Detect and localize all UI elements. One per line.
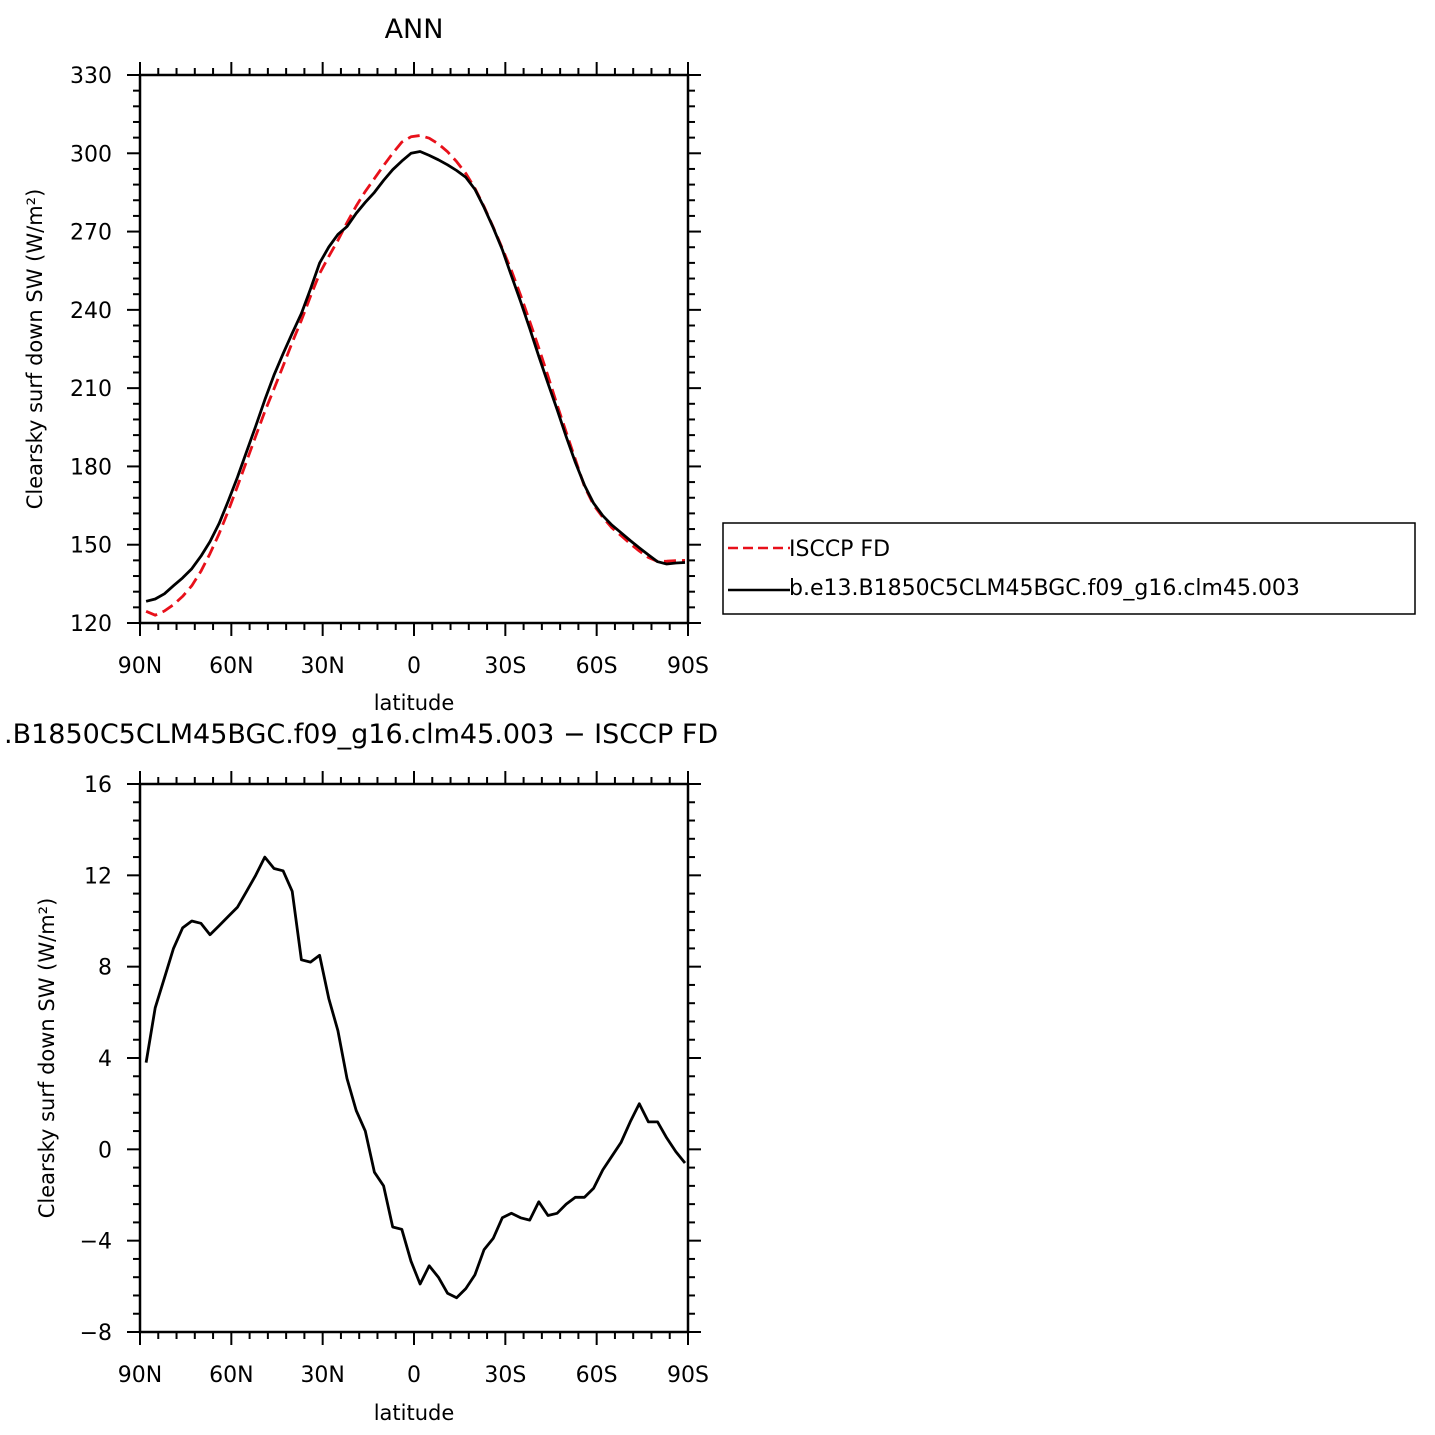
bottom-line-chart: .B1850C5CLM45BGC.f09_g16.clm45.003 − ISC… xyxy=(4,719,718,1425)
bottom-y-tick-label: −8 xyxy=(80,1321,112,1346)
bottom-series-line-0 xyxy=(144,855,687,1300)
bottom-x-tick-label: 90N xyxy=(118,1363,162,1388)
bottom-y-axis-label: Clearsky surf down SW (W/m²) xyxy=(35,898,59,1219)
legend-entry-isccp: ISCCP FD xyxy=(789,537,890,562)
bottom-y-tick-label: 12 xyxy=(84,864,112,889)
bottom-y-tick-label: 4 xyxy=(98,1047,112,1072)
top-series-line-1 xyxy=(145,150,686,603)
bottom-x-axis-label: latitude xyxy=(374,1401,455,1425)
top-chart-tick-labels: 90N 60N 30N 0 30S 60S 90S 120 150 180 210 240 270 300… xyxy=(70,64,709,679)
legend-box xyxy=(722,522,1416,615)
top-y-tick-label: 270 xyxy=(70,221,112,246)
top-line-chart: ANN 90N 60N 30N 0 30S 60S 90S 120 150 180 210 240 27… xyxy=(23,14,709,715)
top-x-tick-label: 60S xyxy=(576,654,618,679)
bottom-x-tick-label: 90S xyxy=(667,1363,709,1388)
bottom-y-tick-label: 16 xyxy=(84,773,112,798)
bottom-x-tick-label: 60N xyxy=(209,1363,253,1388)
bottom-plot-frame xyxy=(138,782,690,1334)
bottom-y-tick-label: −4 xyxy=(80,1230,112,1255)
top-y-tick-label: 300 xyxy=(70,142,112,167)
legend-entry-model: b.e13.B1850C5CLM45BGC.f09_g16.clm45.003 xyxy=(789,576,1300,601)
top-x-tick-label: 60N xyxy=(209,654,253,679)
bottom-chart-title: .B1850C5CLM45BGC.f09_g16.clm45.003 − ISC… xyxy=(4,719,718,750)
top-x-tick-label: 30N xyxy=(300,654,344,679)
bottom-y-tick-label: 8 xyxy=(98,956,112,981)
top-x-tick-label: 0 xyxy=(407,654,421,679)
top-x-tick-label: 30S xyxy=(484,654,526,679)
top-x-tick-label: 90N xyxy=(118,654,162,679)
bottom-x-tick-label: 60S xyxy=(576,1363,618,1388)
top-x-tick-label: 90S xyxy=(667,654,709,679)
top-y-tick-label: 210 xyxy=(70,377,112,402)
bottom-chart-series xyxy=(144,855,687,1300)
top-chart-title: ANN xyxy=(385,14,444,45)
bottom-y-tick-label: 0 xyxy=(98,1138,112,1163)
bottom-x-tick-label: 30S xyxy=(484,1363,526,1388)
bottom-chart-ticks xyxy=(127,771,701,1345)
top-chart-series xyxy=(145,134,686,617)
top-y-tick-label: 180 xyxy=(70,455,112,480)
bottom-x-tick-label: 30N xyxy=(300,1363,344,1388)
top-x-axis-label: latitude xyxy=(374,691,455,715)
top-chart-legend: ISCCP FD b.e13.B1850C5CLM45BGC.f09_g16.c… xyxy=(722,522,1416,615)
top-y-tick-label: 150 xyxy=(70,534,112,559)
top-y-tick-label: 330 xyxy=(70,64,112,89)
bottom-chart-tick-labels: 90N 60N 30N 0 30S 60S 90S −8 −4 0 4 8 12 16 xyxy=(80,773,709,1388)
bottom-x-tick-label: 0 xyxy=(407,1363,421,1388)
top-y-axis-label: Clearsky surf down SW (W/m²) xyxy=(23,189,47,510)
top-y-tick-label: 240 xyxy=(70,299,112,324)
top-plot-frame xyxy=(138,73,690,625)
top-series-line-0 xyxy=(145,134,686,617)
top-y-tick-label: 120 xyxy=(70,612,112,637)
